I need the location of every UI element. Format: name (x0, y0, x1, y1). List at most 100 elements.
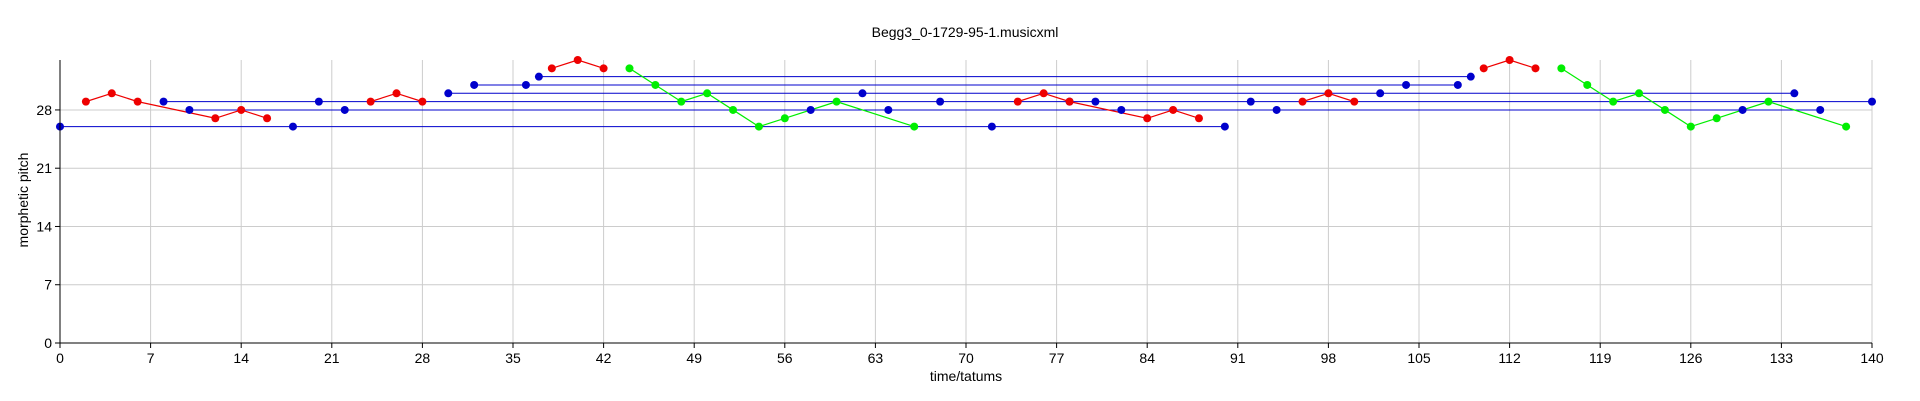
red-segment (1509, 59, 1536, 69)
red-segment (241, 109, 268, 119)
green-point (832, 97, 841, 106)
red-point (1350, 97, 1359, 106)
x-tick-label: 77 (1049, 350, 1065, 366)
red-segment (137, 101, 216, 119)
green-segment (1690, 117, 1717, 128)
green-segment (681, 92, 708, 103)
y-tick-label: 7 (44, 277, 52, 293)
green-point (780, 114, 789, 123)
red-point (573, 56, 582, 64)
red-point (1194, 114, 1203, 123)
series-segments (85, 59, 1847, 128)
red-segment (215, 109, 242, 119)
chart-title: Begg3_0-1729-95-1.musicxml (872, 24, 1059, 40)
green-segment (1638, 92, 1666, 111)
red-point (1479, 64, 1488, 73)
blue-point (936, 97, 945, 106)
red-point (237, 105, 246, 114)
green-point (703, 89, 712, 98)
x-tick-label: 56 (777, 350, 793, 366)
green-segment (836, 101, 915, 128)
y-tick-labels: 0 7 14 21 28 (36, 102, 60, 351)
red-point (1505, 56, 1514, 64)
x-tick-label: 98 (1321, 350, 1337, 366)
red-point (133, 97, 142, 106)
blue-point (1790, 89, 1799, 98)
red-segment (1017, 92, 1044, 103)
red-point (599, 64, 608, 73)
red-point (547, 64, 556, 73)
red-point (211, 114, 220, 123)
x-tick-label: 105 (1407, 350, 1431, 366)
blue-point (534, 72, 543, 81)
blue-point (1453, 80, 1462, 89)
green-segment (732, 109, 760, 128)
y-tick-label: 14 (36, 218, 52, 234)
y-tick-label: 28 (36, 102, 52, 118)
green-point (910, 122, 919, 131)
blue-point (470, 80, 479, 89)
x-tick-label: 21 (324, 350, 340, 366)
red-point (1013, 97, 1022, 106)
blue-point (1466, 72, 1475, 81)
red-segment (1069, 101, 1148, 119)
green-segment (758, 117, 785, 128)
red-segment (577, 59, 604, 69)
red-point (1065, 97, 1074, 106)
blue-point (1868, 97, 1876, 106)
blue-point (1220, 122, 1229, 131)
blue-point (314, 97, 323, 106)
blue-point (1272, 105, 1281, 114)
green-segment (1561, 67, 1588, 86)
red-point (1324, 89, 1333, 98)
data-points (56, 56, 1876, 131)
red-segment (85, 92, 112, 103)
green-segment (1768, 101, 1847, 128)
green-segment (1586, 84, 1614, 103)
x-tick-label: 14 (233, 350, 249, 366)
blue-point (1091, 97, 1100, 106)
green-point (651, 80, 660, 89)
green-segment (655, 84, 682, 103)
blue-point (340, 105, 349, 114)
x-axis-title: time/tatums (930, 368, 1002, 384)
red-segment (111, 92, 138, 103)
y-tick-label: 0 (44, 335, 52, 351)
green-point (625, 64, 634, 73)
red-point (392, 89, 401, 98)
blue-point (1816, 105, 1825, 114)
blue-point (521, 80, 530, 89)
red-point (263, 114, 272, 123)
blue-point (1376, 89, 1385, 98)
y-tick-label: 21 (36, 160, 52, 176)
x-tick-label: 42 (596, 350, 612, 366)
blue-point (444, 89, 453, 98)
x-tick-label: 91 (1230, 350, 1246, 366)
green-point (1764, 97, 1773, 106)
green-point (1842, 122, 1851, 131)
green-point (1609, 97, 1618, 106)
blue-point (858, 89, 867, 98)
x-tick-label: 70 (958, 350, 974, 366)
x-tick-label: 112 (1498, 350, 1521, 366)
green-segment (706, 92, 734, 111)
blue-point (159, 97, 168, 106)
red-point (418, 97, 427, 106)
red-segment (1172, 109, 1200, 119)
red-point (1039, 89, 1048, 98)
green-point (1557, 64, 1566, 73)
green-point (1660, 105, 1669, 114)
x-tick-label: 49 (686, 350, 702, 366)
red-point (366, 97, 375, 106)
blue-point (987, 122, 996, 131)
red-segment (1147, 109, 1174, 119)
x-tick-labels: 0 7 14 21 28 35 42 49 56 63 70 77 84 91 98 105 112 119 126… (56, 343, 1884, 366)
x-tick-label: 133 (1770, 350, 1794, 366)
blue-point (806, 105, 815, 114)
green-point (729, 105, 738, 114)
x-tick-label: 126 (1679, 350, 1703, 366)
x-tick-label: 0 (56, 350, 64, 366)
green-point (1583, 80, 1592, 89)
x-tick-label: 35 (505, 350, 521, 366)
red-segment (396, 92, 423, 103)
